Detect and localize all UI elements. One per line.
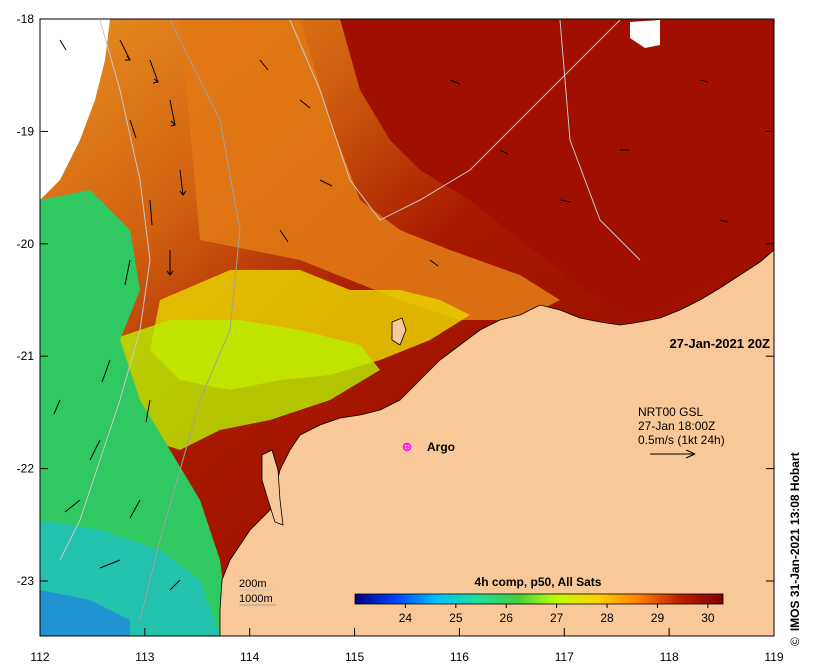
sst-blue-patch	[40, 590, 130, 636]
lon-tick-label: 117	[555, 650, 574, 664]
lon-tick-label: 112	[30, 650, 49, 664]
lat-tick-label: -23	[17, 574, 35, 588]
current-legend-line3: 0.5m/s (1kt 24h)	[638, 433, 725, 447]
lat-tick-label: -20	[17, 237, 35, 251]
lon-tick-label: 118	[660, 650, 679, 664]
lon-tick-label: 113	[135, 650, 154, 664]
lon-tick-label: 119	[764, 650, 783, 664]
current-legend-line1: NRT00 GSL	[638, 405, 703, 419]
colorbar-tick-label: 29	[651, 611, 665, 625]
colorbar-tick-label: 25	[449, 611, 463, 625]
credit-text: © IMOS 31-Jan-2021 13:08 Hobart	[788, 386, 804, 646]
current-legend-arrow	[650, 449, 696, 459]
lat-tick-label: -18	[17, 12, 35, 26]
lon-tick-label: 114	[240, 650, 259, 664]
colorbar-tick-label: 30	[701, 611, 715, 625]
argo-marker	[402, 442, 412, 452]
land-peninsula	[261, 449, 284, 526]
cloud-mask	[40, 19, 110, 200]
copyright-symbol: ©	[788, 637, 802, 646]
colorbar-tick-label: 28	[600, 611, 614, 625]
depth-legend-200m: 200m	[239, 578, 267, 590]
isobath-200m	[289, 19, 621, 221]
colorbar-ticks: 24 25 26 27 28 29 30	[399, 604, 715, 625]
lat-tick-label: -19	[17, 124, 35, 138]
plot-frame	[39, 18, 775, 637]
credit-label: IMOS 31-Jan-2021 13:08 Hobart	[788, 452, 802, 632]
colorbar-title: 4h comp, p50, All Sats	[475, 575, 602, 589]
map-layers	[40, 19, 774, 636]
map-timestamp: 27-Jan-2021 20Z	[670, 336, 771, 351]
colorbar	[354, 593, 724, 605]
lon-tick-label: 116	[450, 650, 469, 664]
latitude-axis: -18 -19 -20 -21 -22 -23	[17, 12, 774, 588]
isobath-extra	[559, 19, 641, 261]
colorbar-tick-label: 24	[399, 611, 413, 625]
current-legend-line2: 27-Jan 18:00Z	[638, 419, 715, 433]
lat-tick-label: -21	[17, 349, 35, 363]
current-vectors	[53, 39, 729, 591]
isobath-coastal	[59, 19, 151, 561]
lon-tick-label: 115	[345, 650, 364, 664]
colorbar-tick-label: 27	[550, 611, 564, 625]
sst-orange-band	[180, 19, 560, 320]
depth-legend-1000m: 1000m	[239, 593, 273, 605]
sst-green-west	[40, 190, 230, 636]
sst-hot-pool	[340, 19, 774, 320]
sst-lime-band	[110, 320, 380, 450]
cloud-mask-small	[630, 20, 660, 48]
land-mass	[219, 249, 774, 636]
longitude-axis: 112 113 114 115 116 117 118 119	[30, 628, 784, 664]
lat-tick-label: -22	[17, 462, 35, 476]
land-island	[391, 317, 407, 346]
colorbar-tick-label: 26	[500, 611, 514, 625]
isobath-1000m	[139, 19, 241, 621]
argo-label: Argo	[427, 440, 455, 454]
